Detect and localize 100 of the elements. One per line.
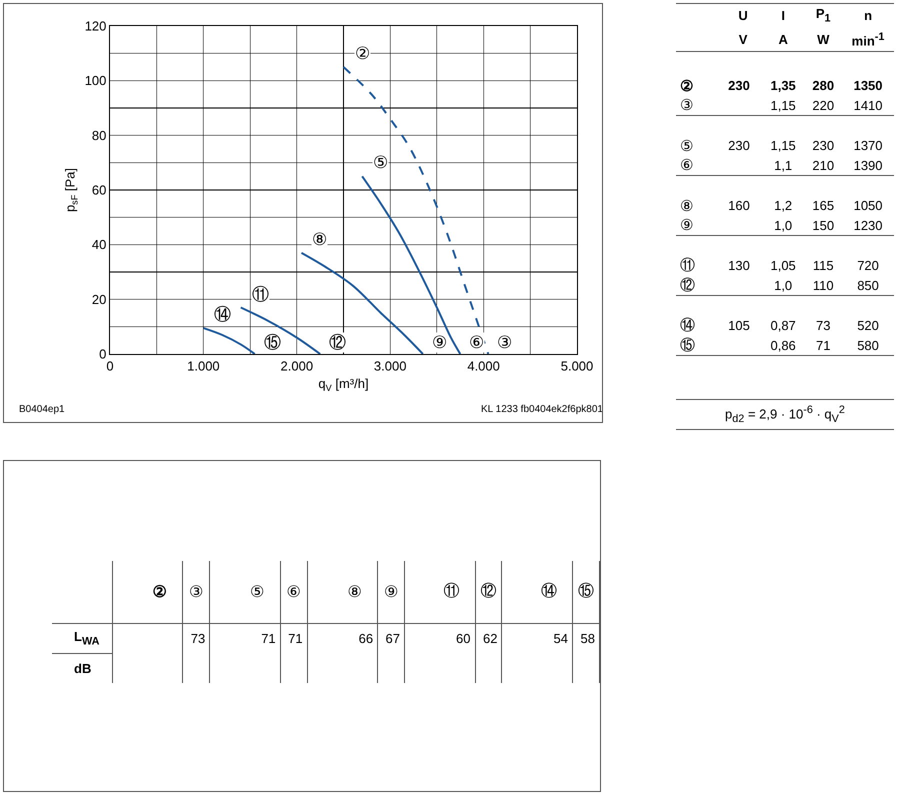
data-label: 1390: [852, 156, 884, 175]
annotation: ②: [355, 44, 370, 63]
text: ⑭: [679, 316, 696, 336]
text: A: [777, 30, 789, 49]
category-label: ②: [112, 561, 183, 623]
x-axis-title: q$_{V}$ [m³/h]: [318, 376, 369, 393]
data-label: 1,15: [769, 137, 797, 155]
data-label: 115: [812, 257, 835, 275]
data-label: 1,1: [773, 156, 794, 175]
data-label: 1,2: [773, 197, 794, 215]
data-label: 58: [572, 623, 600, 653]
data-label: 130: [727, 257, 751, 275]
data-label: 1,35: [769, 77, 797, 95]
category-label: ⑤: [210, 561, 280, 623]
data-label: 60: [404, 623, 475, 653]
annotation: ⑨: [432, 333, 447, 352]
annotation: ⑫: [329, 333, 346, 352]
y-tick-label: 40: [92, 237, 106, 252]
line-series: [240, 306, 322, 354]
data-label: 71: [814, 336, 832, 355]
annotation: ⑤: [373, 153, 388, 172]
y-tick-label: 100: [84, 73, 106, 88]
data-label: 580: [856, 336, 880, 355]
data-label: 1,15: [769, 96, 797, 115]
annotation: ③: [497, 333, 512, 352]
data-label: 150: [811, 216, 836, 235]
data-label: 66: [307, 623, 378, 653]
text: ⑪: [679, 256, 696, 276]
category-label: U: [737, 7, 749, 26]
text: ⑤: [679, 136, 694, 156]
data-label: 520: [856, 317, 880, 335]
line-series: [300, 252, 424, 354]
text: L$_{WA}$: [52, 623, 112, 653]
data-label: 720: [856, 257, 880, 275]
data-label: 160: [727, 197, 751, 215]
annotation: ⑧: [312, 230, 327, 249]
category-label: ⑭: [502, 561, 572, 623]
data-label: 1,0: [773, 276, 794, 295]
y-tick-label: 80: [92, 128, 106, 143]
data-label: 71: [210, 623, 280, 653]
category-label: ③: [182, 561, 210, 623]
data-label: 850: [856, 276, 880, 295]
x-tick-label: 1.000: [187, 358, 220, 374]
data-label: 73: [182, 623, 210, 653]
text: ②: [679, 76, 694, 96]
data-label: 105: [727, 317, 751, 335]
category-label: ⑧: [307, 561, 378, 623]
text: ⑮: [679, 336, 696, 356]
data-label: 1370: [852, 137, 884, 155]
annotation: ⑪: [252, 285, 269, 304]
data-label: 1,0: [773, 216, 794, 235]
category-label: ⑥: [280, 561, 308, 623]
annotation: ⑥: [469, 333, 484, 352]
data-label: 230: [727, 137, 751, 155]
text: ⑥: [679, 156, 694, 176]
data-label: 0,86: [769, 336, 797, 355]
category-label: ⑫: [475, 561, 502, 623]
data-label: 0,87: [769, 317, 797, 335]
text: min$^{-1}$: [850, 30, 886, 50]
y-tick-label: 0: [99, 346, 106, 362]
text: ⑧: [679, 196, 694, 216]
data-label: 110: [812, 276, 835, 295]
data-label: 62: [475, 623, 502, 653]
line-series: [361, 175, 462, 354]
category-label: n: [863, 7, 874, 26]
x-tick-label: 4.000: [467, 358, 500, 374]
data-label: 67: [378, 623, 404, 653]
data-label: 230: [811, 137, 836, 155]
data-label: 1230: [852, 216, 884, 235]
x-tick-label: 3.000: [374, 358, 406, 374]
y-tick-label: 120: [84, 18, 106, 34]
category-label: I: [780, 7, 786, 26]
data-label: 1410: [852, 96, 884, 115]
category-label: P$_{1}$: [814, 5, 832, 28]
data-label: 220: [811, 96, 836, 115]
annotation: ⑮: [264, 333, 281, 352]
data-label: 54: [502, 623, 572, 653]
data-label: 71: [280, 623, 308, 653]
text: ③: [679, 96, 694, 116]
category-label: ⑨: [378, 561, 404, 623]
text: ⑨: [679, 216, 694, 236]
data-label: 1,05: [769, 257, 797, 275]
y-tick-label: 60: [92, 182, 106, 198]
text: dB: [52, 653, 112, 683]
x-tick-label: 5.000: [560, 358, 594, 374]
data-label: 230: [727, 77, 751, 95]
data-label: 165: [811, 197, 836, 215]
data-label: 280: [811, 77, 836, 95]
y-tick-label: 20: [92, 292, 106, 307]
category-label: ⑪: [404, 561, 475, 623]
data-label: 1350: [852, 77, 884, 95]
annotation: ⑭: [214, 305, 231, 324]
x-tick-label: 2.000: [280, 358, 314, 374]
data-label: 73: [814, 317, 832, 335]
line-series: [202, 327, 256, 354]
text: B0404ep1: [19, 404, 66, 415]
category-label: ⑮: [572, 561, 600, 623]
data-label: 210: [811, 156, 836, 175]
text: ⑫: [679, 276, 696, 296]
data-label: 1050: [852, 197, 884, 215]
